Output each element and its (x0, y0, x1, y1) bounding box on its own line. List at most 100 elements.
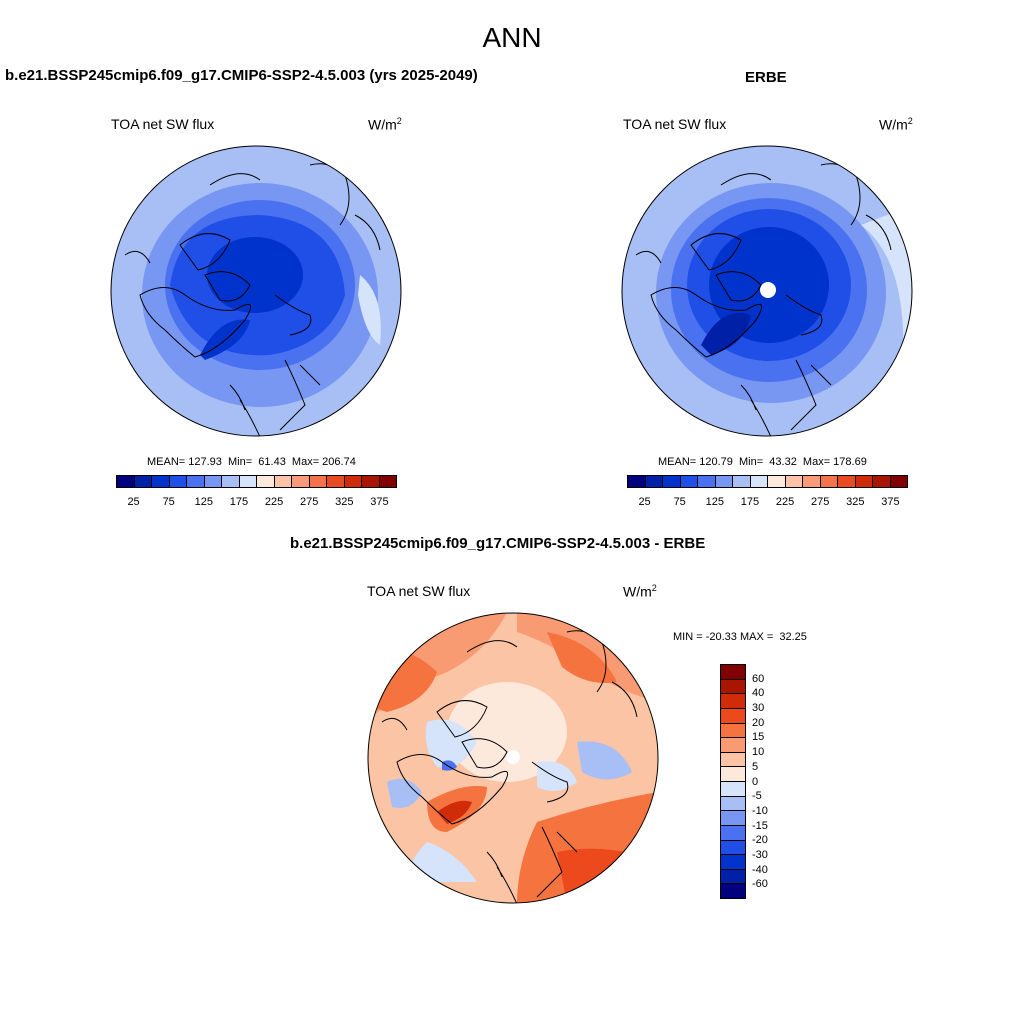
colorbar-swatch (803, 476, 821, 487)
colorbar-swatch (721, 767, 745, 782)
colorbar-swatch (187, 476, 205, 487)
diff-units-label: W/m2 (623, 583, 657, 600)
colorbar-swatch (274, 476, 292, 487)
colorbar-swatch (721, 782, 745, 797)
colorbar-swatch (873, 476, 891, 487)
colorbar-tick-label: 30 (752, 702, 765, 715)
colorbar-tick-label: 175 (229, 496, 249, 508)
colorbar-tick-label: 325 (335, 496, 354, 508)
right-panel-title: ERBE (745, 69, 787, 86)
left-colorbar-labels: 25 75 125 175 225 275 325 375 (116, 496, 397, 510)
colorbar-swatch (628, 476, 646, 487)
colorbar-tick-label: 20 (752, 716, 765, 729)
colorbar-swatch (768, 476, 786, 487)
colorbar-swatch (721, 811, 745, 826)
colorbar-swatch (721, 738, 745, 753)
colorbar-tick-label: 75 (673, 496, 686, 508)
colorbar-tick-label: -40 (752, 863, 768, 876)
colorbar-tick-label: 25 (638, 496, 651, 508)
colorbar-swatch (239, 476, 257, 487)
colorbar-tick-label: 175 (740, 496, 760, 508)
colorbar-tick-label: 375 (881, 496, 900, 508)
colorbar-tick-label: 125 (705, 496, 724, 508)
colorbar-tick-label: 275 (811, 496, 830, 508)
colorbar-tick-label: 40 (752, 687, 765, 700)
colorbar-tick-label: -15 (752, 819, 768, 832)
colorbar-swatch (715, 476, 733, 487)
colorbar-swatch (362, 476, 380, 487)
colorbar-swatch (152, 476, 170, 487)
colorbar-swatch (344, 476, 362, 487)
diff-variable-label: TOA net SW flux (367, 583, 471, 599)
colorbar-swatch (721, 825, 745, 841)
colorbar-swatch (309, 476, 327, 487)
right-polar-map (621, 145, 913, 437)
colorbar-tick-label: 0 (752, 775, 759, 788)
diff-colorbar (720, 664, 746, 899)
colorbar-swatch (721, 679, 745, 695)
colorbar-swatch (733, 476, 751, 487)
colorbar-swatch (117, 476, 135, 487)
colorbar-swatch (721, 665, 745, 680)
colorbar-swatch (134, 476, 152, 487)
left-units-label: W/m2 (368, 116, 402, 133)
colorbar-swatch (645, 476, 663, 487)
colorbar-swatch (721, 723, 745, 739)
colorbar-swatch (292, 476, 310, 487)
colorbar-swatch (327, 476, 345, 487)
colorbar-tick-label: 275 (300, 496, 319, 508)
colorbar-tick-label: 225 (775, 496, 795, 508)
colorbar-swatch (680, 476, 698, 487)
left-polar-map (110, 145, 402, 437)
colorbar-swatch (838, 476, 856, 487)
colorbar-tick-label: -10 (752, 804, 768, 817)
colorbar-swatch (663, 476, 681, 487)
colorbar-tick-label: 375 (370, 496, 389, 508)
left-stats: MEAN= 127.93 Min= 61.43 Max= 206.74 (147, 456, 356, 468)
colorbar-swatch (379, 476, 396, 487)
colorbar-swatch (721, 708, 745, 724)
colorbar-swatch (721, 855, 745, 870)
right-colorbar (627, 475, 908, 488)
diff-panel-title: b.e21.BSSP245cmip6.f09_g17.CMIP6-SSP2-4.… (290, 535, 706, 552)
colorbar-swatch (721, 752, 745, 768)
colorbar-swatch (785, 476, 803, 487)
colorbar-tick-label: 10 (752, 746, 765, 759)
colorbar-swatch (890, 476, 907, 487)
colorbar-tick-label: -5 (752, 790, 762, 803)
colorbar-swatch (750, 476, 768, 487)
diff-stats: MIN = -20.33 MAX = 32.25 (673, 631, 807, 643)
diff-polar-map (367, 612, 659, 904)
colorbar-tick-label: -60 (752, 878, 768, 891)
colorbar-swatch (204, 476, 222, 487)
colorbar-tick-label: 225 (264, 496, 284, 508)
figure-title: ANN (482, 22, 542, 53)
colorbar-tick-label: -20 (752, 834, 768, 847)
colorbar-swatch (721, 869, 745, 885)
colorbar-swatch (257, 476, 275, 487)
colorbar-swatch (820, 476, 838, 487)
colorbar-swatch (721, 796, 745, 812)
right-variable-label: TOA net SW flux (623, 116, 727, 132)
right-colorbar-labels: 25 75 125 175 225 275 325 375 (627, 496, 908, 510)
colorbar-swatch (169, 476, 187, 487)
left-colorbar (116, 475, 397, 488)
colorbar-tick-label: -30 (752, 848, 768, 861)
left-variable-label: TOA net SW flux (111, 116, 215, 132)
colorbar-tick-label: 15 (752, 731, 765, 744)
colorbar-swatch (721, 884, 745, 898)
colorbar-tick-label: 25 (127, 496, 140, 508)
right-units-label: W/m2 (879, 116, 913, 133)
colorbar-swatch (721, 840, 745, 856)
right-stats: MEAN= 120.79 Min= 43.32 Max= 178.69 (658, 456, 867, 468)
colorbar-swatch (698, 476, 716, 487)
colorbar-tick-label: 60 (752, 672, 765, 685)
colorbar-swatch (721, 694, 745, 709)
colorbar-tick-label: 75 (162, 496, 175, 508)
diff-colorbar-labels: 60 40 30 20 15 10 5 0 -5 -10 -15 -20 -30 -40 -60 (752, 664, 792, 899)
colorbar-tick-label: 5 (752, 760, 759, 773)
colorbar-tick-label: 325 (846, 496, 865, 508)
colorbar-swatch (855, 476, 873, 487)
colorbar-swatch (222, 476, 240, 487)
colorbar-tick-label: 125 (194, 496, 213, 508)
